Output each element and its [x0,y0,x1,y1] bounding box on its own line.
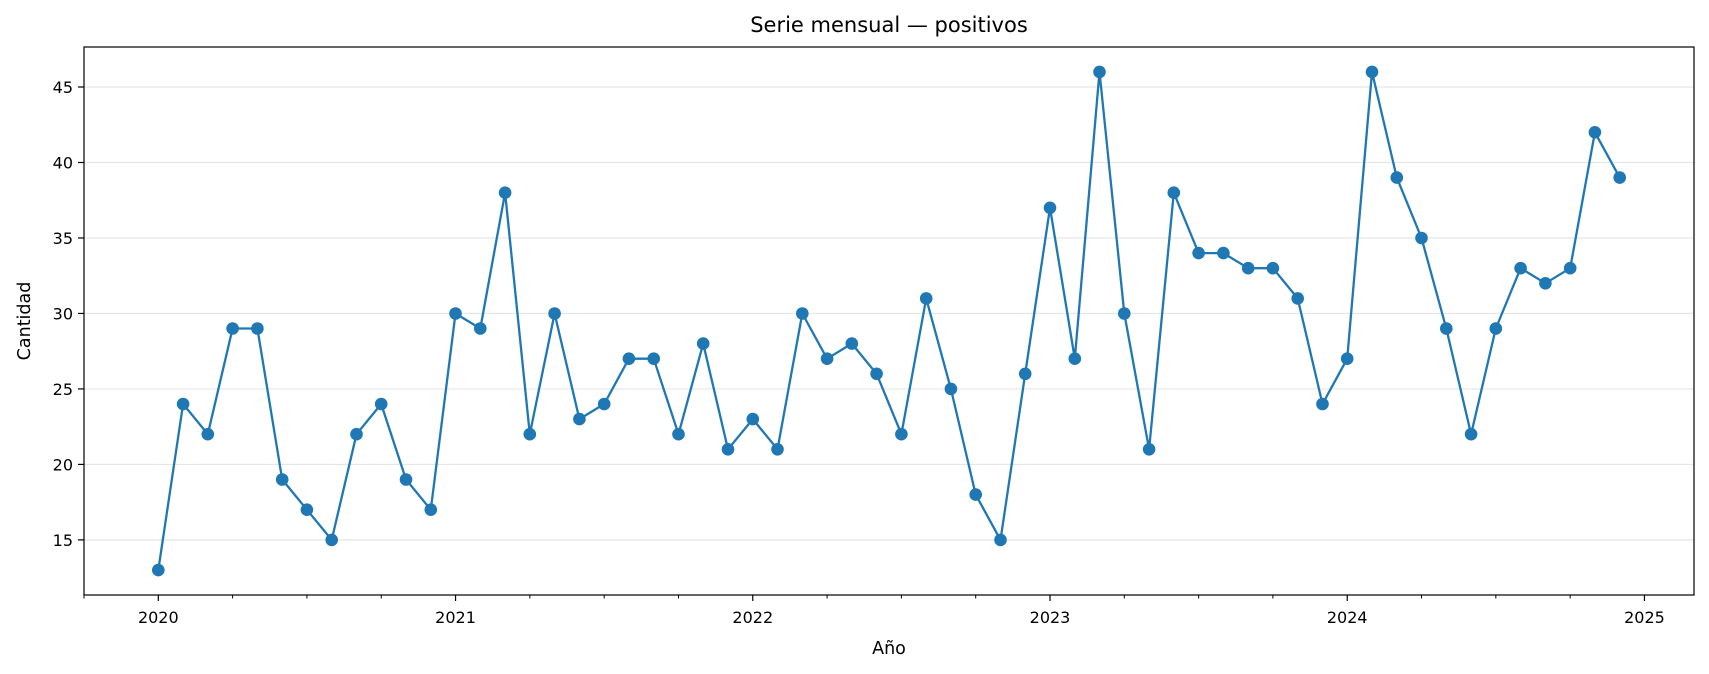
data-point [1217,246,1230,260]
data-point [1291,292,1304,305]
data-point [1464,427,1478,441]
data-point [1068,352,1082,366]
data-point [1340,352,1354,366]
data-point [374,397,388,411]
data-point [1365,65,1379,79]
data-point [201,427,215,441]
y-gridlines [84,86,1694,541]
data-point [1043,201,1057,215]
series-layer [152,65,1626,577]
data-point [1563,261,1577,275]
data-point [325,533,339,547]
x-axis: 2020 2021 2022 2023 2024 2025 [83,595,1665,627]
data-point [176,397,190,411]
data-point [845,337,859,350]
data-point [1093,65,1106,79]
x-tick-label: 2024 [1327,608,1368,627]
data-point [1415,231,1428,245]
x-tick-label: 2025 [1624,608,1665,627]
x-tick-label: 2021 [435,608,476,627]
data-point [498,186,512,199]
chart-title: Serie mensual — positivos [750,13,1028,37]
data-point [1266,261,1280,275]
data-point [350,427,363,441]
data-point [1613,171,1626,184]
x-axis-label: Año [872,639,906,659]
data-point [573,412,586,426]
data-point [1018,367,1032,381]
data-point [820,352,834,366]
y-tick-label: 20 [53,455,73,474]
data-point [1588,126,1602,139]
x-tick-label: 2022 [732,608,773,627]
y-axis: 15 20 25 30 35 40 45 [53,78,84,550]
data-point [251,322,264,335]
data-point [870,367,883,381]
data-point [1142,443,1156,456]
data-point [1118,307,1131,320]
y-tick-label: 35 [53,229,73,248]
data-point [944,382,958,396]
y-axis-label: Cantidad [15,282,35,361]
data-point [919,292,933,305]
y-tick-label: 15 [53,531,73,550]
data-point [449,307,462,320]
data-point [771,443,784,456]
data-point [1390,171,1404,184]
data-point [523,427,537,441]
y-tick-label: 25 [53,380,73,399]
data-point [1539,277,1552,290]
data-point [1241,261,1255,275]
data-point [226,322,239,335]
data-point [597,397,611,411]
data-point [622,352,636,366]
data-point [1489,322,1503,335]
data-point [548,307,561,320]
y-tick-label: 40 [53,153,73,172]
data-point [1192,246,1205,260]
y-tick-label: 30 [53,304,73,323]
data-point [672,427,685,441]
data-point [275,473,289,486]
series-line [157,70,1621,571]
data-point [1316,397,1329,411]
data-point [895,427,908,441]
data-point [994,533,1007,547]
data-point [424,503,438,516]
x-tick-label: 2023 [1030,608,1071,627]
data-point [969,488,982,501]
data-point [796,307,809,320]
data-point [300,503,314,516]
x-tick-label: 2020 [138,608,179,627]
data-point [1440,322,1453,335]
y-tick-label: 45 [53,78,73,97]
data-point [696,337,710,350]
data-point [152,563,165,577]
data-point [721,443,735,456]
plot-frame [83,46,1695,596]
data-point [399,473,413,486]
data-point [1167,186,1181,199]
data-point [647,352,660,366]
data-point [474,322,487,335]
data-point [746,412,760,426]
data-point [1514,261,1527,275]
